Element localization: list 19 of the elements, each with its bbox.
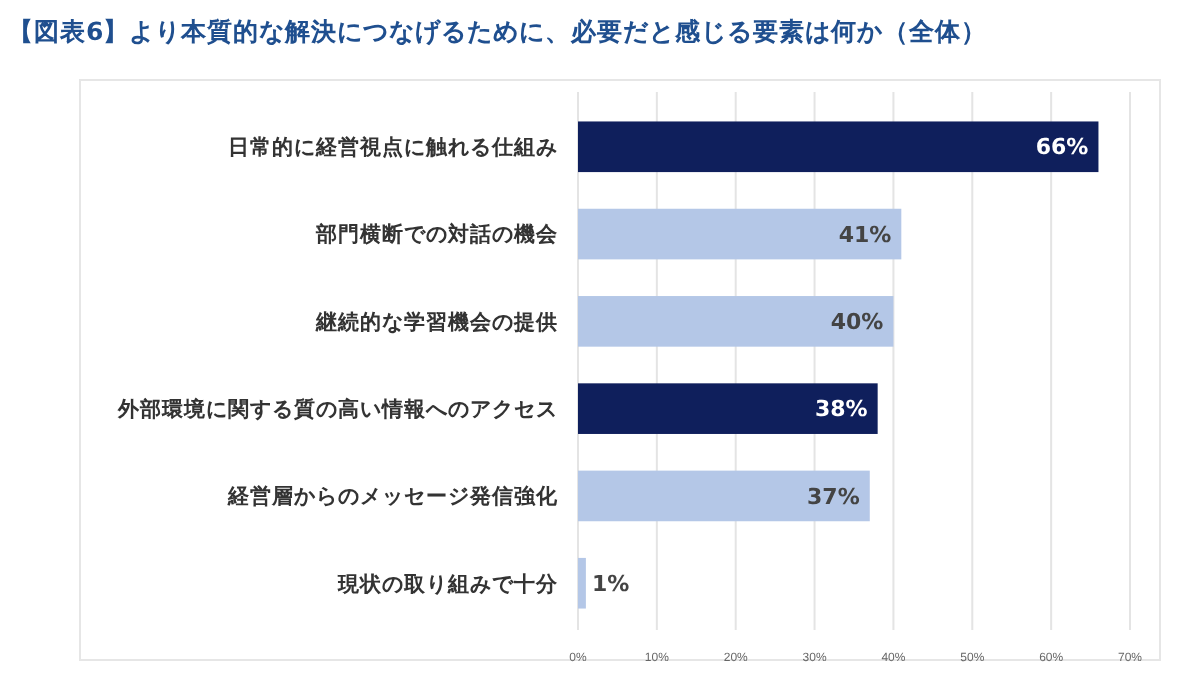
y-tick-label: 外部環境に関する質の高い情報へのアクセス [116, 396, 558, 422]
bar [578, 383, 878, 434]
bar [578, 557, 586, 609]
data-label: 38% [814, 396, 868, 423]
data-label: 40% [830, 309, 884, 336]
y-tick-label: 継続的な学習機会の提供 [314, 308, 558, 335]
y-tick-label: 現状の取り組みで十分 [336, 570, 560, 597]
bar [578, 296, 894, 347]
y-tick-label: 部門横断での対話の機会 [314, 221, 560, 248]
bar [578, 121, 1099, 173]
data-label: 66% [1035, 134, 1089, 161]
data-label: 37% [807, 483, 860, 510]
bar [578, 470, 870, 522]
chart-title: 【図表6】より本質的な解決につなげるために、必要だと感じる要素は何か（全体） [8, 16, 988, 46]
y-tick-label: 経営層からのメッセージ発信強化 [226, 483, 560, 510]
data-label: 1% [591, 570, 630, 597]
y-tick-label: 日常的に経営視点に触れる仕組み [228, 134, 558, 161]
data-label: 41% [838, 221, 892, 248]
bar [578, 208, 902, 260]
